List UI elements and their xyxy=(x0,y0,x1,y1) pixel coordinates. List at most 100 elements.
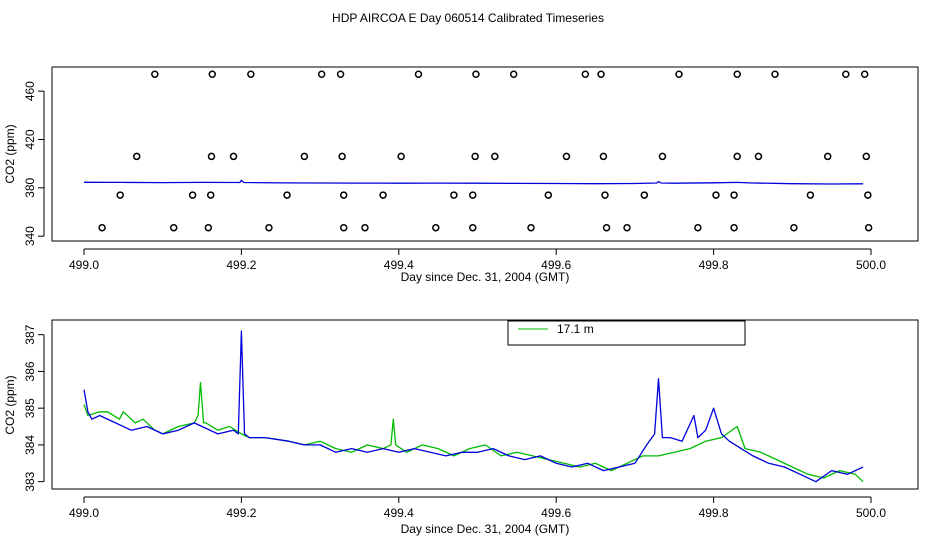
data-point xyxy=(300,152,309,161)
data-point xyxy=(339,223,348,232)
data-point xyxy=(658,152,667,161)
data-point xyxy=(206,191,215,199)
data-point xyxy=(247,70,255,78)
panel-bottom-frame xyxy=(51,319,919,490)
data-point xyxy=(469,191,477,199)
data-point xyxy=(265,223,273,232)
data-point xyxy=(169,223,178,232)
panel-top: 499.0 499.2 499.4 499.6 499.8 500.0 340 380 420… xyxy=(3,66,919,284)
panel-bottom: 499.0 499.2 499.4 499.6 499.8 500.0 383 384 385… xyxy=(3,319,919,536)
panel-top-x-axis: 499.0 499.2 499.4 499.6 499.8 500.0 xyxy=(69,248,886,272)
data-point xyxy=(229,152,238,161)
data-point xyxy=(207,152,216,161)
data-point xyxy=(116,191,124,199)
panel-top-frame xyxy=(51,66,919,242)
data-point xyxy=(860,70,869,78)
data-point xyxy=(283,191,291,199)
data-point xyxy=(188,191,197,199)
data-point xyxy=(397,152,405,161)
data-point xyxy=(599,152,608,161)
panel-bottom-x-axis-label: Day since Dec. 31, 2004 (GMT) xyxy=(401,522,570,536)
data-point xyxy=(339,191,348,199)
data-point xyxy=(317,70,326,78)
panel-top-y-axis: 340 380 420 460 xyxy=(23,81,45,246)
panel-top-y-axis-label: CO2 (ppm) xyxy=(3,124,17,183)
series-line-17m xyxy=(83,381,864,483)
data-point xyxy=(730,223,738,232)
data-point xyxy=(754,152,763,161)
data-point xyxy=(361,223,369,232)
panel-bottom-y-axis-label: CO2 (ppm) xyxy=(3,375,17,434)
panel-bottom-plot-area xyxy=(83,330,864,483)
data-point xyxy=(336,70,345,78)
y-tick-label: 380 xyxy=(23,178,37,198)
data-point xyxy=(471,152,479,161)
y-tick-label: 387 xyxy=(23,324,37,344)
data-point xyxy=(562,152,571,161)
data-point xyxy=(712,191,720,199)
legend: 17.1 m xyxy=(507,320,746,346)
data-point xyxy=(790,223,798,232)
data-point xyxy=(450,191,458,199)
data-point xyxy=(733,70,741,78)
panel-top-plot-area xyxy=(83,70,873,232)
legend-entry-17m: 17.1 m xyxy=(557,322,594,336)
y-tick-label: 340 xyxy=(23,226,37,246)
data-point xyxy=(733,152,741,161)
data-point xyxy=(151,70,159,78)
data-point xyxy=(602,223,611,232)
data-point xyxy=(675,70,683,78)
data-point xyxy=(132,152,141,161)
data-point xyxy=(338,152,346,161)
data-point xyxy=(491,152,499,161)
data-point xyxy=(623,223,631,232)
y-tick-label: 386 xyxy=(23,361,37,381)
x-tick-label: 499.4 xyxy=(384,258,414,272)
data-point xyxy=(842,70,850,78)
data-point xyxy=(864,223,873,232)
data-point xyxy=(509,70,518,78)
data-point xyxy=(208,70,217,78)
data-point xyxy=(823,152,832,161)
x-tick-label: 499.6 xyxy=(541,506,571,520)
data-point xyxy=(864,191,872,199)
legend-box xyxy=(507,320,746,346)
data-point xyxy=(379,191,387,199)
x-tick-label: 499.6 xyxy=(541,258,571,272)
y-tick-label: 384 xyxy=(23,435,37,455)
data-point xyxy=(432,223,440,232)
data-point xyxy=(544,191,553,199)
data-point xyxy=(469,223,477,232)
y-tick-label: 385 xyxy=(23,398,37,418)
y-tick-label: 383 xyxy=(23,471,37,491)
x-tick-label: 500.0 xyxy=(856,258,886,272)
x-tick-label: 499.0 xyxy=(69,506,99,520)
x-tick-label: 499.2 xyxy=(226,258,256,272)
y-tick-label: 460 xyxy=(23,81,37,101)
data-point xyxy=(204,223,213,232)
data-point xyxy=(414,70,423,78)
data-point xyxy=(862,152,871,161)
x-tick-label: 499.2 xyxy=(226,506,256,520)
panel-bottom-y-axis: 383 384 385 386 387 xyxy=(23,324,45,492)
data-point xyxy=(806,191,815,199)
x-tick-label: 499.8 xyxy=(699,258,729,272)
data-point xyxy=(730,191,738,199)
data-point xyxy=(98,223,106,232)
figure-title: HDP AIRCOA E Day 060514 Calibrated Times… xyxy=(332,11,604,25)
data-point xyxy=(527,223,535,232)
x-tick-label: 499.0 xyxy=(69,258,99,272)
x-tick-label: 500.0 xyxy=(856,506,886,520)
data-point xyxy=(771,70,779,78)
series-line-blue xyxy=(83,179,864,185)
panel-bottom-x-axis: 499.0 499.2 499.4 499.6 499.8 500.0 xyxy=(69,496,886,520)
data-point xyxy=(472,70,480,78)
series-line-blue xyxy=(83,330,864,483)
x-tick-label: 499.8 xyxy=(699,506,729,520)
y-tick-label: 420 xyxy=(23,129,37,149)
data-point xyxy=(581,70,590,78)
data-point xyxy=(597,70,605,78)
data-point xyxy=(640,191,649,199)
x-tick-label: 499.4 xyxy=(384,506,414,520)
